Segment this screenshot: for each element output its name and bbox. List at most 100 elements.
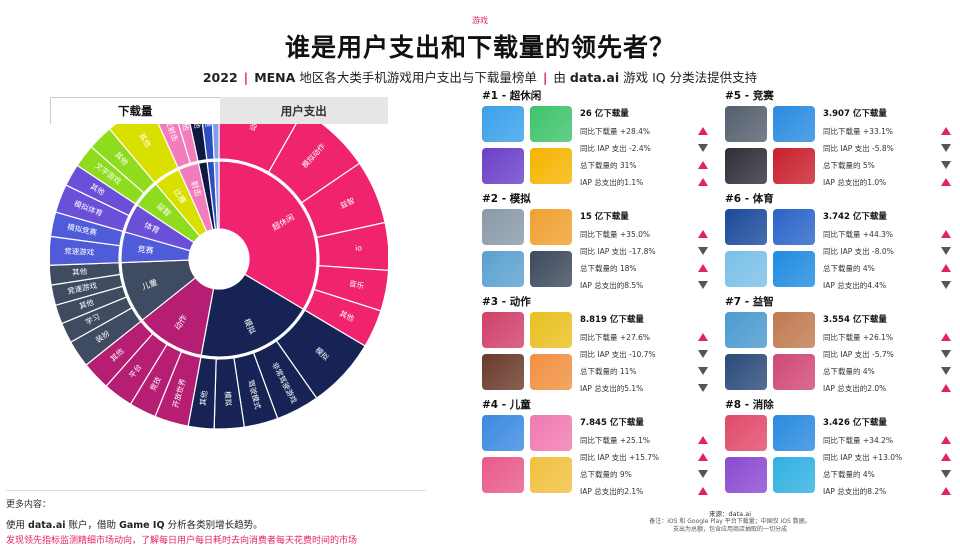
metric-row: 同比下载量 +35.0% — [580, 226, 708, 243]
outer-label: 其他 — [202, 124, 213, 128]
game-icon — [725, 312, 767, 348]
category-card: #1 - 超休闲 26 亿下载量 同比下载量 +28.4% 同比 IAP 支出 -2.… — [482, 88, 708, 191]
card-metrics: 3.426 亿下载量 同比下载量 +34.2% 同比 IAP 支出 +13.0% 总下… — [823, 415, 951, 500]
trend-up-icon — [698, 453, 708, 461]
metric-text: 总下载量的 31% — [580, 161, 637, 170]
footer-more: 更多内容： 使用 data.ai 账户，借助 Game IQ 分析各类别增长趋势… — [6, 490, 426, 546]
subtitle-year: 2022 — [202, 70, 238, 85]
outer-label: 其他 — [178, 124, 192, 132]
metric-text: IAP 总支出的2.0% — [823, 384, 887, 393]
trend-up-icon — [941, 178, 951, 186]
trend-up-icon — [698, 487, 708, 495]
game-icon — [725, 148, 767, 184]
trend-up-icon — [941, 230, 951, 238]
game-icon — [530, 354, 572, 390]
game-icon — [482, 251, 524, 287]
card-metrics: 15 亿下载量 同比下载量 +35.0% 同比 IAP 支出 -17.8% 总下载量的… — [580, 209, 708, 294]
metric-text: 同比下载量 +27.6% — [580, 333, 650, 342]
card-downloads: 7.845 亿下载量 — [580, 418, 644, 428]
footer-brand-2[interactable]: Game IQ — [119, 520, 165, 531]
outer-label: 其他 — [197, 390, 209, 406]
category-card: #6 - 体育 3.742 亿下载量同比下载量 +44.3% 同比 IAP 支出 -… — [725, 191, 951, 294]
trend-down-icon — [698, 350, 708, 358]
game-icon — [482, 148, 524, 184]
metric-text: 同比 IAP 支出 -5.8% — [823, 144, 894, 153]
outer-label: 音乐 — [348, 278, 365, 291]
outer-label: 动作 — [247, 124, 261, 132]
metric-row: IAP 总支出的8.5% — [580, 277, 708, 294]
metric-row: IAP 总支出的5.1% — [580, 380, 708, 397]
outer-segment[interactable] — [218, 124, 303, 173]
metric-text: IAP 总支出的4.4% — [823, 281, 887, 290]
game-icon — [530, 457, 572, 493]
metric-text: 同比 IAP 支出 -17.8% — [580, 247, 656, 256]
card-metrics: 3.554 亿下载量 同比下载量 +26.1% 同比 IAP 支出 -5.7% 总下载… — [823, 312, 951, 397]
metric-row: 同比下载量 +28.4% — [580, 123, 708, 140]
card-title: #6 - 体育 — [725, 193, 774, 205]
trend-down-icon — [941, 247, 951, 255]
trend-up-icon — [698, 436, 708, 444]
metric-text: 总下载量的 11% — [580, 367, 637, 376]
source-note: 来源：data.ai 备注：iOS 和 Google Play 平台下载量；中国… — [600, 510, 860, 534]
tab-user-spend[interactable]: 用户支出 — [219, 97, 388, 124]
trend-up-icon — [698, 230, 708, 238]
metric-text: 总下载量的 18% — [580, 264, 637, 273]
subtitle-separator-2: | — [542, 70, 548, 85]
category-card: #7 - 益智 3.554 亿下载量 同比下载量 +26.1% 同比 IAP 支出 -… — [725, 294, 951, 397]
game-icon — [725, 251, 767, 287]
metric-text: 同比下载量 +28.4% — [580, 127, 650, 136]
game-icon — [482, 312, 524, 348]
card-title: #8 - 消除 — [725, 399, 774, 411]
metric-text: 总下载量的 4% — [823, 367, 875, 376]
trend-up-icon — [941, 333, 951, 341]
tab-downloads[interactable]: 下载量 — [50, 97, 220, 124]
card-metrics: 26 亿下载量 同比下载量 +28.4% 同比 IAP 支出 -2.4% 总下载量的 … — [580, 106, 708, 191]
card-downloads: 3.742 亿下载量 — [823, 212, 887, 222]
outer-segment[interactable] — [211, 124, 220, 160]
metric-text: IAP 总支出的8.5% — [580, 281, 644, 290]
card-metrics: 8.819 亿下载量 同比下载量 +27.6% 同比 IAP 支出 -10.7% 总下… — [580, 312, 708, 397]
metric-text: IAP 总支出的2.1% — [580, 487, 644, 496]
subtitle-iq: 游戏 IQ — [623, 70, 666, 85]
game-icon — [482, 106, 524, 142]
sunburst-center — [189, 229, 249, 289]
metric-text: 总下载量的 9% — [580, 470, 632, 479]
game-icon — [482, 415, 524, 451]
trend-up-icon — [698, 333, 708, 341]
metric-row: IAP 总支出的4.4% — [823, 277, 951, 294]
metric-text: 同比 IAP 支出 -8.0% — [823, 247, 894, 256]
game-icon — [482, 457, 524, 493]
metric-row: IAP 总支出的2.0% — [823, 380, 951, 397]
card-downloads: 3.554 亿下载量 — [823, 315, 887, 325]
metric-row: 同比下载量 +44.3% — [823, 226, 951, 243]
card-metrics: 3.742 亿下载量同比下载量 +44.3% 同比 IAP 支出 -8.0% 总下载… — [823, 209, 951, 294]
metric-text: 同比下载量 +33.1% — [823, 127, 893, 136]
trend-down-icon — [698, 281, 708, 289]
metric-row: 同比下载量 +27.6% — [580, 329, 708, 346]
trend-up-icon — [941, 127, 951, 135]
subtitle-separator: | — [243, 70, 249, 85]
trend-down-icon — [698, 144, 708, 152]
card-title: #5 - 竞赛 — [725, 90, 774, 102]
card-title: #4 - 儿童 — [482, 399, 531, 411]
metric-row: 同比 IAP 支出 -5.7% — [823, 346, 951, 363]
game-icon — [773, 106, 815, 142]
metric-row: IAP 总支出的2.1% — [580, 483, 708, 500]
category-card: #5 - 竞赛 3.907 亿下载量 同比下载量 +33.1% 同比 IAP 支出 -… — [725, 88, 951, 191]
footer-heading: 更多内容： — [6, 500, 52, 510]
game-icon — [530, 415, 572, 451]
trend-down-icon — [941, 144, 951, 152]
metric-row: 总下载量的 4% — [823, 260, 951, 277]
footer-brand[interactable]: data.ai — [28, 520, 66, 531]
trend-up-icon — [698, 127, 708, 135]
metric-row: 同比 IAP 支出 -8.0% — [823, 243, 951, 260]
metric-row: 同比 IAP 支出 -5.8% — [823, 140, 951, 157]
outer-label: 模拟 — [223, 391, 234, 407]
inner-label: 射击 — [189, 179, 203, 197]
category-card: #3 - 动作 8.819 亿下载量 同比下载量 +27.6% 同比 IAP 支出 -… — [482, 294, 708, 397]
metric-row: 同比下载量 +34.2% — [823, 432, 951, 449]
subtitle-main: 地区各大类手机游戏用户支出与下载量榜单 — [299, 70, 537, 85]
outer-label: 其他 — [72, 266, 88, 277]
footer-line-2[interactable]: 发现领先指标监测精细市场动向，了解每日用户每日耗时去向消费者每天花费时间的市场 — [6, 536, 358, 546]
metric-row: IAP 总支出的1.1% — [580, 174, 708, 191]
